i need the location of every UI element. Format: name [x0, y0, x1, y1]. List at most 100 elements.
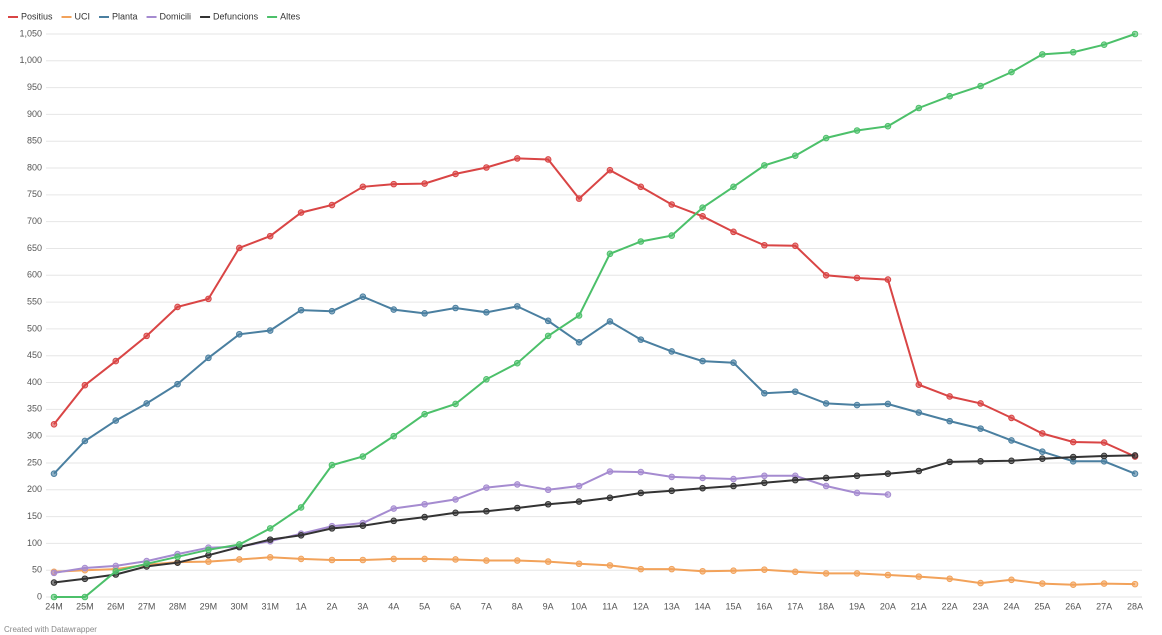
- data-point: [143, 400, 150, 407]
- data-point: [266, 554, 274, 561]
- data-point: [452, 496, 459, 503]
- x-tick-label: 14A: [695, 601, 711, 611]
- data-point: [205, 354, 212, 362]
- data-point: [915, 467, 923, 475]
- data-point: [884, 400, 892, 408]
- data-point: [452, 400, 459, 408]
- data-point: [822, 271, 830, 279]
- data-point: [81, 593, 89, 601]
- data-point: [266, 525, 274, 532]
- data-point: [81, 575, 89, 583]
- data-point: [421, 310, 428, 317]
- x-tick-label: 25A: [1034, 601, 1050, 611]
- x-tick-label: 13A: [664, 601, 680, 611]
- data-point: [1100, 41, 1108, 49]
- data-point: [81, 381, 89, 389]
- data-point: [822, 570, 830, 577]
- y-tick-label: 400: [27, 377, 42, 387]
- data-point: [575, 195, 583, 202]
- data-point: [575, 560, 583, 568]
- x-tick-label: 1A: [296, 601, 307, 611]
- x-tick-label: 28A: [1127, 601, 1143, 611]
- data-point: [730, 183, 737, 191]
- data-point: [390, 555, 398, 563]
- series-line: [53, 556, 1136, 586]
- y-tick-label: 750: [27, 189, 42, 199]
- data-point: [421, 410, 428, 418]
- data-point: [390, 505, 398, 512]
- data-point: [1069, 48, 1077, 56]
- data-point: [575, 312, 583, 319]
- data-point: [1069, 438, 1077, 446]
- data-point: [544, 317, 552, 325]
- data-point: [791, 152, 799, 160]
- data-point: [977, 458, 984, 465]
- series-line: [54, 33, 1136, 598]
- data-point: [699, 484, 706, 492]
- x-tick-label: 16A: [756, 601, 772, 611]
- data-point: [822, 474, 830, 482]
- data-point: [884, 491, 892, 498]
- footer: Created with Datawrapper: [4, 625, 97, 634]
- data-point: [513, 504, 521, 512]
- data-point: [452, 556, 459, 563]
- data-point: [1069, 453, 1077, 461]
- x-tick-label: 21A: [911, 601, 927, 611]
- data-point: [1039, 51, 1046, 58]
- data-point: [112, 562, 120, 570]
- data-point: [668, 201, 676, 208]
- data-point: [637, 468, 645, 476]
- data-point: [699, 474, 706, 482]
- data-point: [822, 134, 830, 142]
- data-point: [668, 232, 676, 239]
- data-point: [884, 122, 892, 130]
- data-point: [328, 201, 336, 209]
- data-point: [668, 473, 676, 481]
- data-point: [513, 557, 521, 564]
- x-tick-label: 17A: [787, 601, 803, 611]
- data-point: [761, 479, 768, 487]
- data-point: [791, 568, 799, 576]
- data-point: [1039, 448, 1046, 455]
- data-point: [761, 389, 768, 397]
- data-point: [1131, 580, 1139, 588]
- y-tick-label: 200: [27, 484, 42, 494]
- data-point: [637, 565, 645, 573]
- data-point: [297, 209, 305, 216]
- data-point: [946, 92, 953, 100]
- x-tick-label: 9A: [543, 601, 554, 611]
- data-point: [513, 481, 521, 488]
- y-tick-label: 350: [27, 404, 42, 414]
- data-point: [390, 432, 398, 440]
- legend-label: Positius: [21, 11, 53, 21]
- data-point: [761, 162, 768, 169]
- legend-label: Altes: [280, 11, 301, 21]
- x-tick-label: 26A: [1065, 601, 1081, 611]
- data-point: [946, 458, 953, 466]
- data-point: [143, 332, 150, 340]
- data-point: [297, 532, 305, 539]
- data-point: [761, 566, 768, 573]
- data-point: [297, 504, 305, 511]
- data-point: [1100, 580, 1108, 587]
- data-point: [1069, 581, 1077, 588]
- y-tick-label: 300: [27, 431, 42, 441]
- x-tick-label: 4A: [388, 601, 399, 611]
- data-point: [668, 348, 676, 355]
- data-point: [699, 204, 706, 212]
- data-point: [1039, 455, 1046, 462]
- x-tick-label: 18A: [818, 601, 834, 611]
- data-point: [791, 476, 799, 484]
- data-point: [575, 498, 583, 505]
- x-tick-label: 30M: [231, 601, 249, 611]
- x-tick-label: 10A: [571, 601, 587, 611]
- legend-label: Planta: [112, 11, 138, 21]
- data-point: [977, 400, 984, 407]
- y-tick-label: 600: [27, 270, 42, 280]
- data-point: [884, 571, 892, 579]
- data-point: [637, 238, 645, 245]
- y-tick-label: 150: [27, 511, 42, 521]
- data-point: [946, 417, 953, 425]
- data-point: [606, 250, 614, 258]
